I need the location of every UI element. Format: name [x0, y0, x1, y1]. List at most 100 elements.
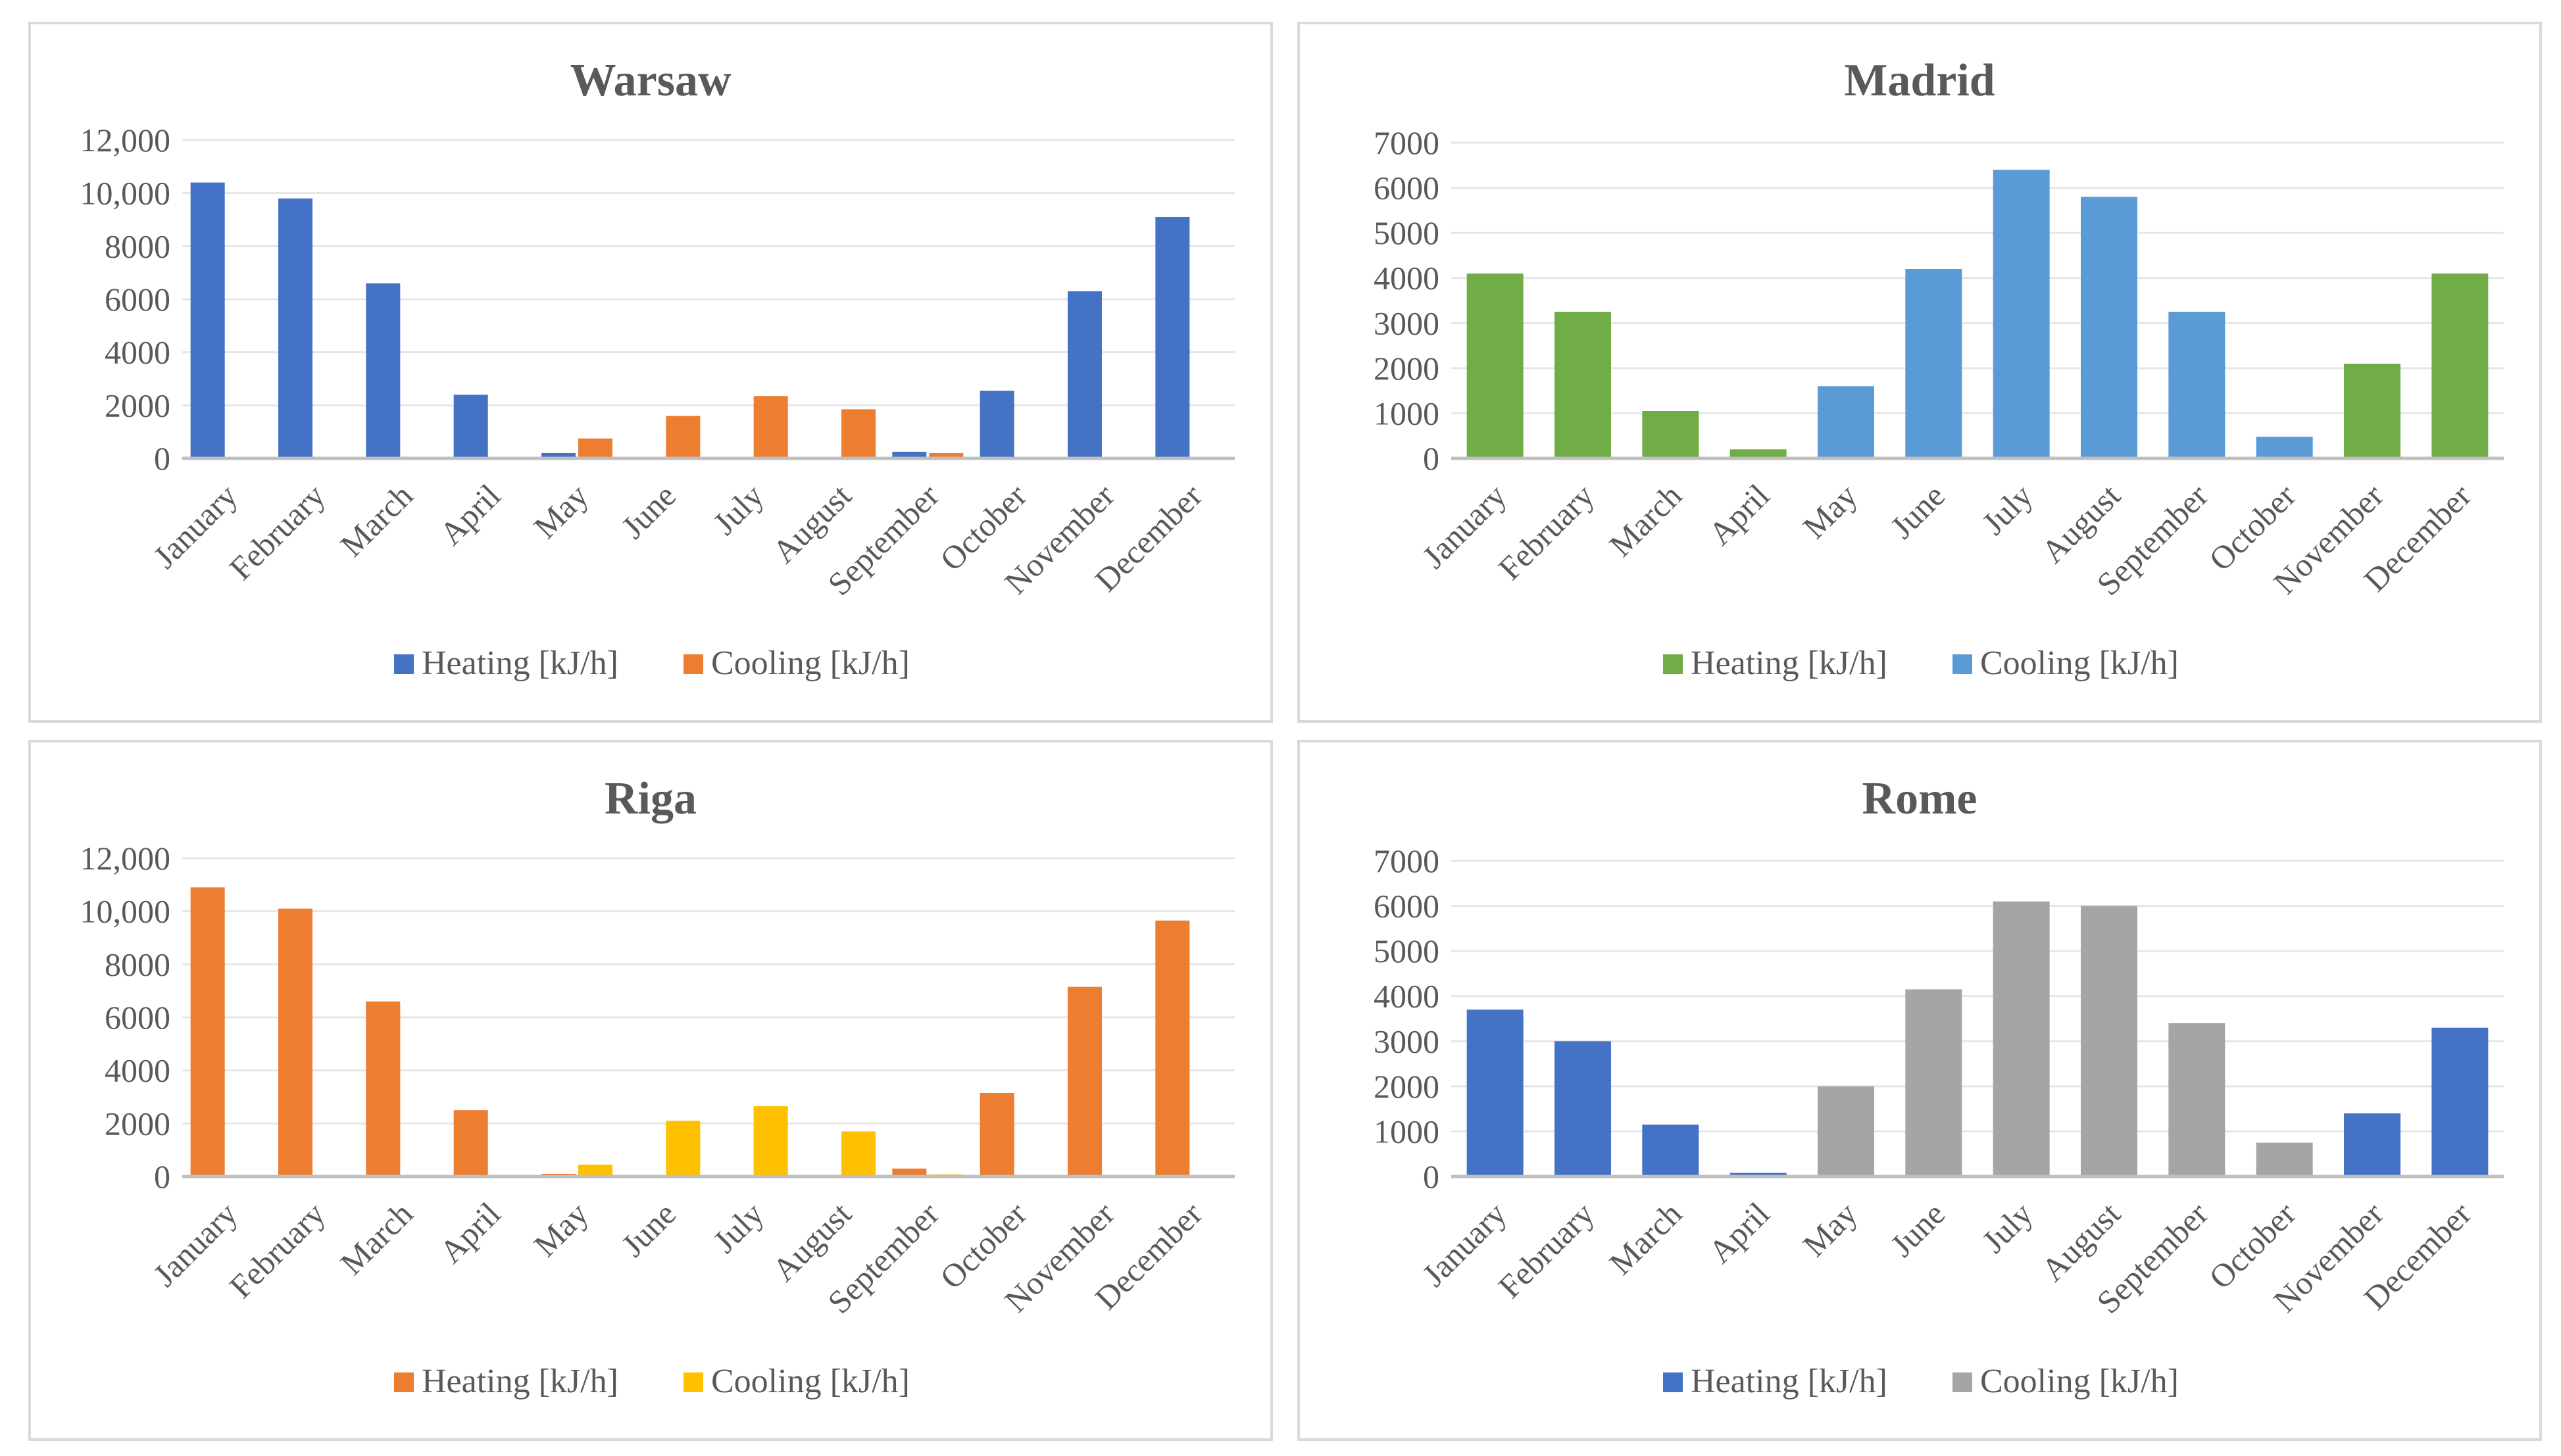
bar-heating-march	[1642, 411, 1699, 458]
bar-cooling-september	[929, 452, 964, 458]
y-tick-label: 4000	[1374, 260, 1439, 297]
legend-label-heating: Heating [kJ/h]	[1691, 1363, 1887, 1400]
legend-swatch-heating	[1663, 1372, 1683, 1392]
chart-title: Riga	[605, 773, 697, 824]
bar-heating-february	[278, 198, 312, 458]
bar-cooling-july	[753, 396, 788, 458]
y-tick-label: 4000	[105, 1052, 170, 1089]
legend-swatch-heating	[394, 1372, 414, 1392]
legend-swatch-cooling	[684, 1372, 703, 1392]
bar-heating-march	[366, 283, 401, 458]
legend-swatch-heating	[394, 654, 414, 674]
bar-cooling-october	[2256, 437, 2313, 458]
x-category-label: July	[706, 1195, 771, 1260]
y-tick-label: 1000	[1374, 1113, 1439, 1150]
y-tick-label: 12,000	[80, 122, 171, 158]
bar-heating-march	[1642, 1125, 1699, 1177]
bar-heating-may	[541, 452, 576, 458]
bar-heating-february	[278, 908, 312, 1177]
x-category-label: March	[1602, 1195, 1689, 1282]
chart-madrid: Madrid01000200030004000500060007000Janua…	[1374, 55, 2504, 682]
bar-heating-february	[1554, 1041, 1611, 1177]
y-tick-label: 10,000	[80, 175, 171, 212]
bar-cooling-august	[2081, 906, 2137, 1177]
x-category-label: March	[333, 477, 420, 564]
x-category-label: April	[432, 1195, 507, 1270]
bar-heating-december	[1155, 216, 1190, 458]
bar-cooling-august	[841, 409, 876, 458]
bar-cooling-september	[2168, 1023, 2225, 1177]
x-category-label: May	[526, 477, 595, 545]
x-category-label: March	[1602, 477, 1689, 564]
bar-cooling-june	[1905, 989, 1962, 1177]
legend-label-heating: Heating [kJ/h]	[422, 1363, 618, 1400]
chart-riga: Riga0200040006000800010,00012,000January…	[80, 773, 1235, 1400]
y-tick-label: 4000	[1374, 978, 1439, 1015]
x-category-label: April	[1701, 1195, 1776, 1270]
x-category-label: May	[1795, 477, 1864, 545]
x-category-label: June	[1883, 477, 1952, 545]
legend-label-cooling: Cooling [kJ/h]	[1980, 644, 2179, 682]
x-category-label: June	[614, 1195, 683, 1263]
bar-cooling-may	[1818, 1086, 1874, 1177]
x-category-label: February	[1491, 1195, 1601, 1305]
bar-heating-january	[190, 182, 225, 458]
x-category-label: June	[614, 477, 683, 545]
bar-heating-december	[1155, 920, 1190, 1177]
x-category-label: July	[1975, 1195, 2040, 1260]
chart-title: Madrid	[1844, 55, 1995, 106]
bar-heating-april	[453, 1110, 488, 1177]
bar-cooling-august	[2081, 197, 2137, 458]
chart-panel-riga: Riga 0 2000 4000 6000 8000 10,000 12,000 January…	[28, 740, 1273, 1441]
legend-swatch-heating	[1663, 654, 1683, 674]
y-tick-label: 0	[154, 440, 170, 477]
y-tick-label: 2000	[105, 387, 170, 424]
x-category-label: February	[222, 1195, 332, 1305]
bar-heating-september	[892, 451, 927, 458]
bar-cooling-may	[578, 1164, 612, 1177]
y-tick-label: 0	[1423, 1158, 1439, 1195]
y-tick-label: 1000	[1374, 395, 1439, 431]
bar-heating-november	[1068, 291, 1102, 458]
bar-heating-january	[1466, 1009, 1524, 1177]
bar-cooling-july	[1993, 170, 2050, 458]
x-category-label: March	[333, 1195, 420, 1282]
legend-label-cooling: Cooling [kJ/h]	[711, 1363, 910, 1400]
chart-panel-warsaw: Warsaw 0 2000 4000 6000 8000 10,000 12,000 Janua…	[28, 22, 1273, 723]
x-category-label: February	[222, 477, 332, 587]
bar-cooling-may	[1818, 386, 1874, 458]
bar-heating-march	[366, 1001, 401, 1177]
x-category-label: February	[1491, 477, 1601, 587]
y-tick-label: 2000	[105, 1105, 170, 1142]
legend-swatch-cooling	[684, 654, 703, 674]
bar-cooling-june	[666, 1121, 701, 1177]
x-category-label: July	[1975, 477, 2040, 542]
y-tick-label: 10,000	[80, 893, 171, 930]
y-tick-label: 7000	[1374, 842, 1439, 879]
x-category-label: July	[706, 477, 771, 542]
chart-title: Rome	[1862, 773, 1977, 824]
y-tick-label: 5000	[1374, 933, 1439, 969]
bar-cooling-august	[841, 1131, 876, 1177]
y-tick-label: 3000	[1374, 304, 1439, 341]
x-category-label: May	[526, 1195, 595, 1263]
y-tick-label: 0	[154, 1158, 170, 1195]
bar-heating-april	[453, 395, 488, 458]
y-tick-label: 3000	[1374, 1023, 1439, 1059]
legend-label-cooling: Cooling [kJ/h]	[711, 644, 910, 682]
y-tick-label: 6000	[105, 281, 170, 318]
chart-warsaw: Warsaw0200040006000800010,00012,000Janua…	[80, 55, 1235, 682]
y-tick-label: 8000	[105, 228, 170, 264]
legend-swatch-cooling	[1952, 1372, 1972, 1392]
legend-label-cooling: Cooling [kJ/h]	[1980, 1363, 2179, 1400]
bar-heating-november	[1068, 986, 1102, 1177]
bar-cooling-september	[2168, 312, 2225, 458]
y-tick-label: 8000	[105, 946, 170, 983]
legend-label-heating: Heating [kJ/h]	[1691, 644, 1887, 682]
bar-cooling-july	[1993, 901, 2050, 1177]
bar-heating-april	[1729, 449, 1787, 458]
x-category-label: May	[1795, 1195, 1864, 1263]
bar-heating-october	[980, 391, 1014, 458]
bar-heating-december	[2431, 273, 2489, 458]
y-tick-label: 6000	[105, 999, 170, 1036]
